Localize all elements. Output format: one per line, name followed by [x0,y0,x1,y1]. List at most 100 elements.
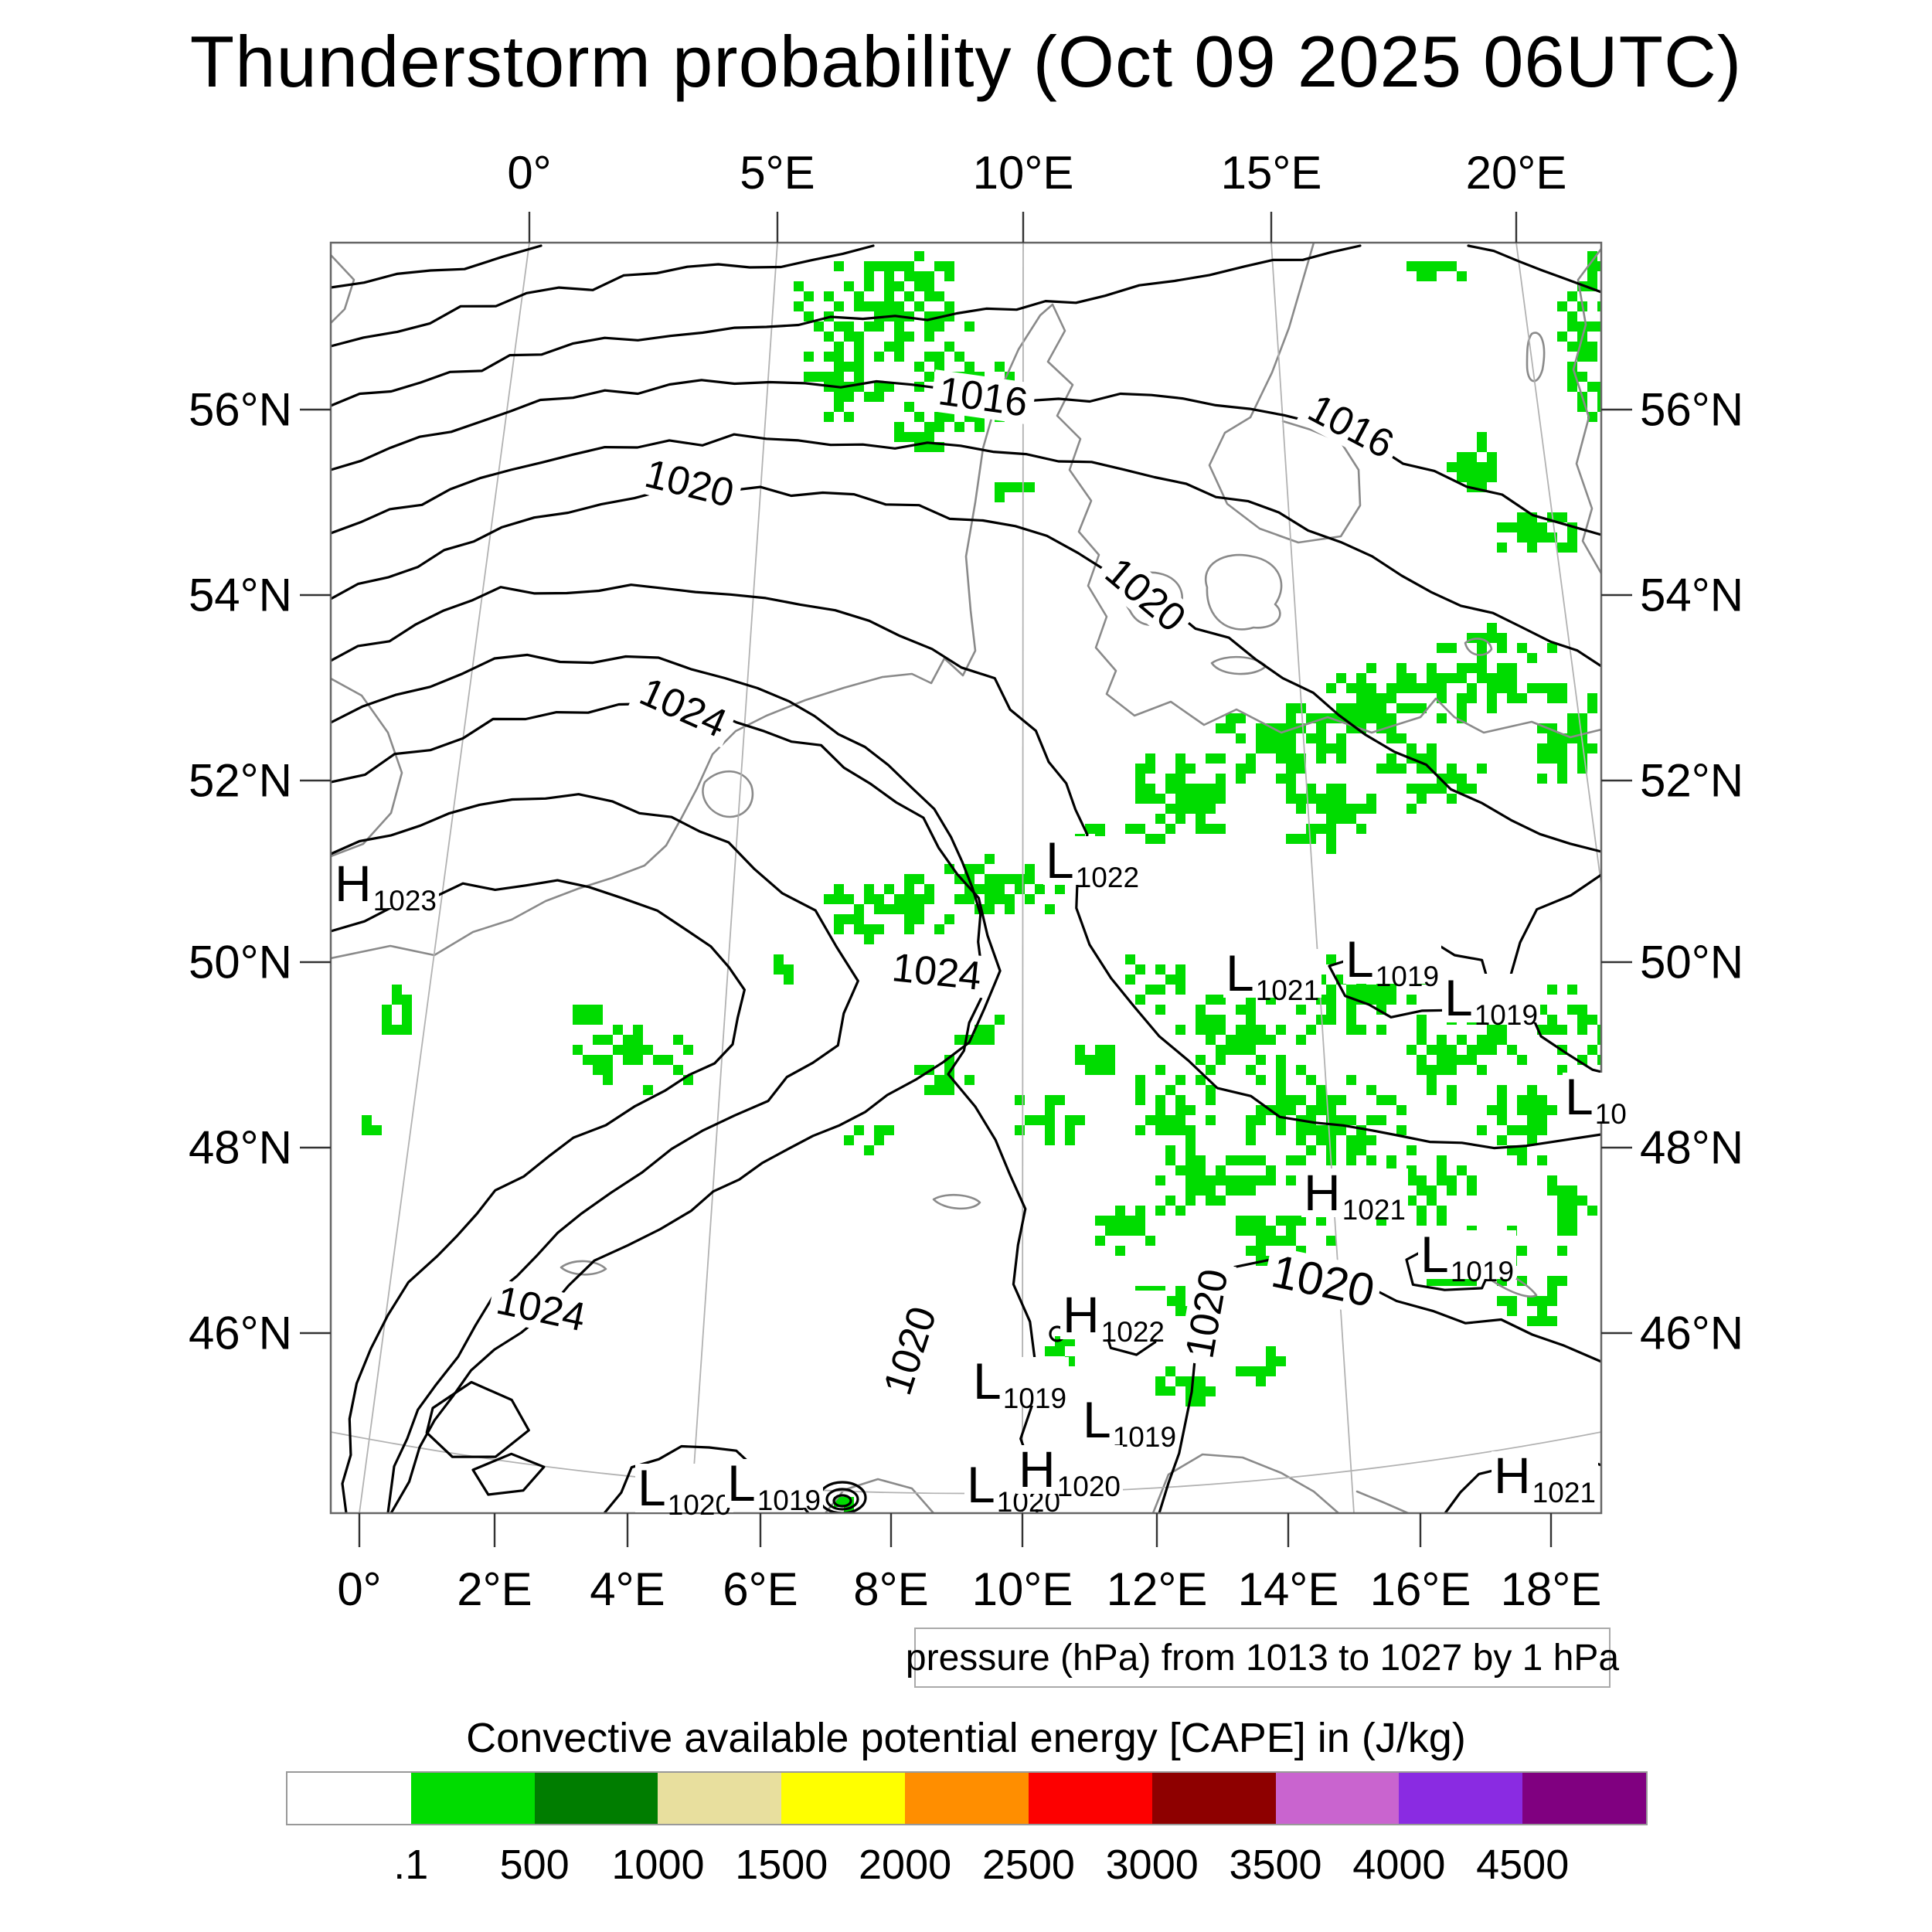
cape-cell [1406,261,1417,271]
cape-cell [1537,532,1547,543]
cape-cell [1547,733,1557,743]
cape-cell [1005,904,1015,914]
cape-cell [1417,1015,1427,1025]
cape-cell [1507,1045,1517,1055]
cape-cell [834,402,844,412]
cape-cell [1206,1185,1216,1196]
cape-cell [1175,1105,1185,1115]
cape-cell [1206,804,1216,814]
cape-cell [1346,1115,1356,1125]
cape-cell [985,884,995,894]
cape-cell [392,985,402,995]
coastline [1205,553,1283,631]
cape-cell [593,1015,603,1025]
cape-cell [1155,1376,1165,1386]
cape-cell [924,884,934,894]
cape-cell [934,924,944,934]
cape-cell [1497,1035,1507,1045]
cape-cell [1417,683,1427,693]
cape-cell [874,301,884,311]
cape-cell [914,432,924,442]
cape-cell [663,1055,673,1065]
cape-cell [1196,1165,1206,1175]
cape-cell [1346,804,1356,814]
cape-cell [1587,743,1597,753]
cape-cell [924,422,934,432]
cape-cell [1155,794,1165,804]
cape-cell [1055,1095,1065,1105]
cape-cell [1316,733,1326,743]
cape-cell [1185,784,1196,794]
cape-cell [1145,753,1155,764]
cape-cell [1517,1055,1527,1065]
cape-cell [1296,1135,1306,1145]
cape-cell [1296,1216,1306,1226]
cape-cell [603,1075,613,1085]
cape-cell [1135,1125,1145,1135]
cape-cell [1567,532,1577,543]
cape-cell [1196,804,1206,814]
cape-cell [1527,1105,1537,1115]
cape-cell [1306,784,1316,794]
cape-cell [1447,1095,1457,1105]
cape-cell [1396,764,1406,774]
cape-cell [1437,1206,1447,1216]
isobar [471,1452,546,1496]
cape-cell [1567,1206,1577,1216]
cape-cell [1286,834,1296,844]
cape-cell [1587,271,1597,281]
cape-cell [1356,985,1366,995]
cape-cell [1427,1065,1437,1075]
cape-cell [1467,784,1477,794]
pressure-center-value: 1019 [1002,1383,1067,1415]
cape-cell [1236,1025,1246,1035]
cape-cell [1165,1296,1175,1306]
cape-cell [1396,663,1406,673]
axis-label-lon: 8°E [853,1563,929,1615]
cape-cell [1457,693,1467,703]
cape-cell [1557,1185,1567,1196]
cape-cell [1196,1155,1206,1165]
coastline [702,770,754,818]
cape-cell [1386,753,1396,764]
cape-cell [1165,774,1175,784]
cape-cell [1045,1095,1055,1105]
cape-cell [894,894,904,904]
cape-cell [854,301,864,311]
cape-cell [1286,1175,1296,1185]
cape-cell [884,281,894,291]
cape-cell [914,301,924,311]
cape-cell [914,874,924,884]
cape-cell [1135,794,1145,804]
cape-cell [1366,1115,1376,1125]
colorbar-segment [1399,1773,1523,1824]
cape-cell [1587,342,1597,352]
cape-cell [1487,703,1497,713]
cape-cell [834,261,844,271]
cape-cell [1115,1226,1125,1236]
pressure-center-label: H 1022 [1060,1289,1167,1346]
cape-cell [834,321,844,332]
cape-cell [1527,653,1537,663]
cape-cell [1437,1055,1447,1065]
colorbar-tick-label: 4500 [1476,1842,1570,1888]
cape-cell [1185,764,1196,774]
cape-cell [1457,1055,1467,1065]
cape-cell [834,894,844,904]
cape-cell [1437,1155,1447,1165]
cape-cell [924,281,934,291]
cape-cell [1406,1165,1417,1175]
cape-cell [1386,733,1396,743]
cape-cell [593,1065,603,1075]
cape-cell [1135,824,1145,834]
cape-cell [1577,1196,1587,1206]
colorbar-tick-label: 3000 [1105,1842,1199,1888]
cape-cell [1346,1005,1356,1015]
pressure-center-letter: L [1226,944,1254,1002]
cape-cell [1386,683,1396,693]
cape-cell [1517,512,1527,522]
cape-cell [1497,643,1507,653]
cape-cell [1417,271,1427,281]
cape-cell [1527,522,1537,532]
